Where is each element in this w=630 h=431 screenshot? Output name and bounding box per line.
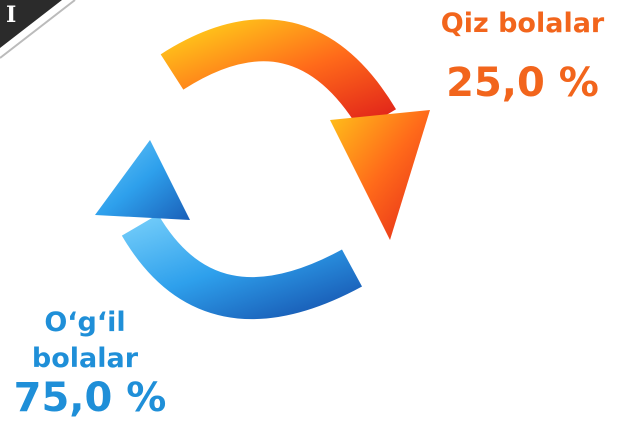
girls-share: 25,0 % [415, 60, 630, 106]
blue-arrow-head [95, 140, 190, 220]
blue-arrow-body [140, 225, 352, 298]
corner-text: I [6, 2, 16, 28]
girls-label: Qiz bolalar [415, 8, 630, 39]
orange-arrow-head [330, 110, 430, 240]
slide: I Qiz bolalar 25,0 % O‘g‘il bolalar 75,0… [0, 0, 630, 431]
boys-share: 75,0 % [0, 375, 180, 421]
orange-arrow-body [172, 40, 378, 120]
boys-label: O‘g‘il bolalar [10, 305, 160, 377]
